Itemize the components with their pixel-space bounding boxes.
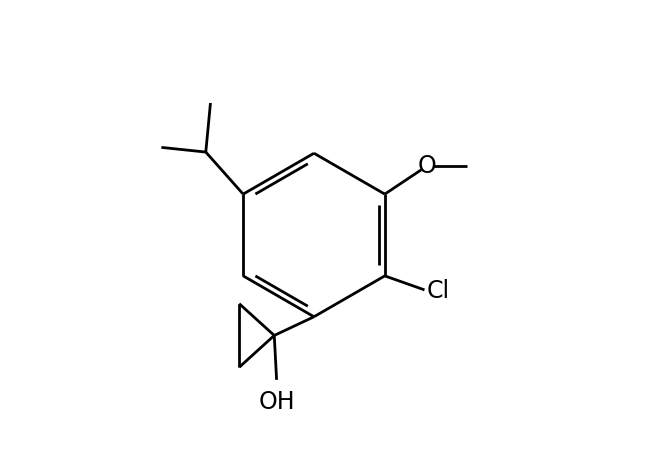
Text: Cl: Cl bbox=[427, 279, 450, 303]
Text: O: O bbox=[417, 154, 436, 178]
Text: OH: OH bbox=[258, 390, 295, 414]
